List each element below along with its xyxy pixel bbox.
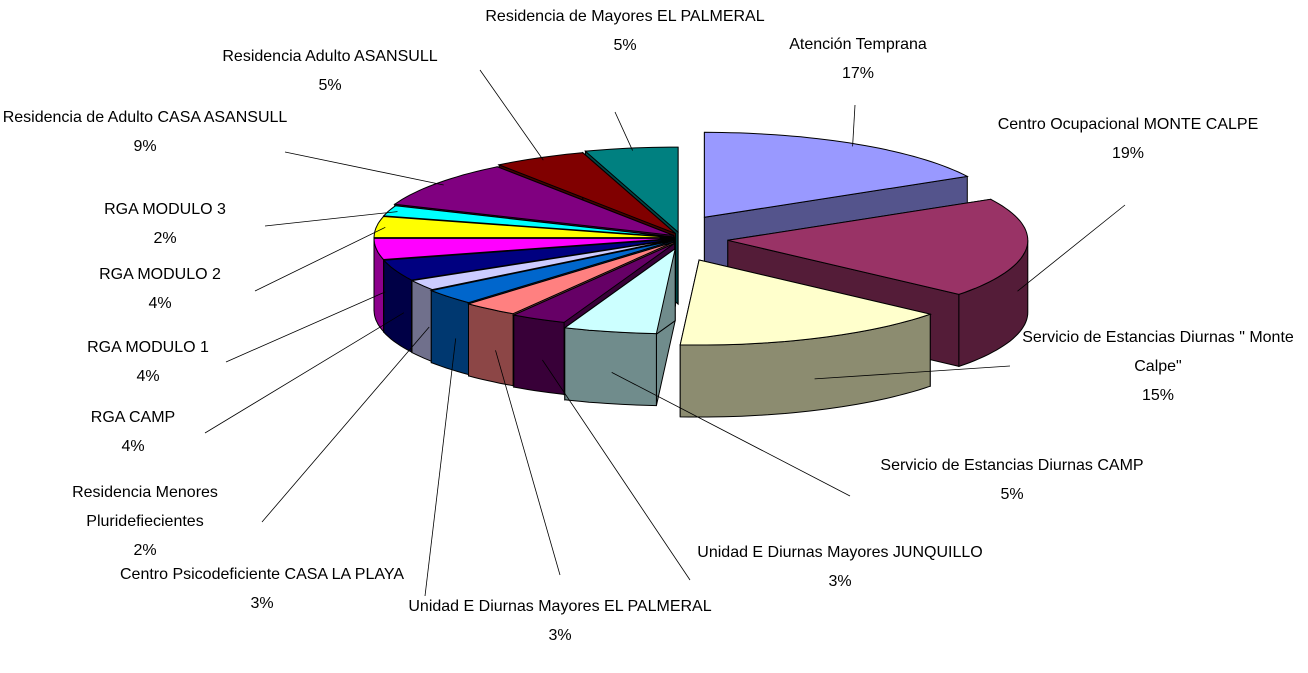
leader-line (852, 104, 856, 147)
percent-label: 4% (136, 368, 160, 385)
slice-wall (564, 327, 657, 407)
slice-label: Centro Ocupacional MONTE CALPE (997, 116, 1259, 133)
slice (382, 205, 675, 238)
leader-line (261, 326, 430, 523)
slice (429, 240, 675, 304)
slice-label: Residencia de Mayores EL PALMERAL (485, 8, 765, 25)
percent-label: 2% (133, 542, 157, 559)
slice-label: RGA MODULO 3 (104, 201, 226, 218)
percent-label: 19% (1111, 145, 1145, 162)
slice-label: Residencia Adulto ASANSULL (222, 48, 438, 65)
slice-wall (468, 303, 514, 387)
leader-line (814, 365, 1011, 380)
percent-label: 9% (133, 138, 157, 155)
slice-label: Centro Psicodeficiente CASA LA PLAYA (119, 566, 404, 583)
leader-line (284, 151, 444, 186)
leader-line (611, 372, 851, 497)
percent-label: 4% (148, 295, 172, 312)
slice-label: Residencia de Adulto CASA ASANSULL (2, 109, 288, 126)
slice-label: Servicio de Estancias Diurnas " Monte Ca… (1022, 329, 1294, 375)
percent-label: 3% (548, 627, 572, 644)
leader-line (264, 211, 398, 227)
slice-wall (513, 314, 565, 395)
leader-line (254, 226, 386, 292)
percent-label: 17% (841, 65, 875, 82)
slice-label: RGA MODULO 1 (87, 339, 209, 356)
slice-label: RGA CAMP (90, 409, 176, 426)
slice (382, 238, 675, 281)
leader-line (479, 69, 544, 161)
slice (703, 131, 969, 218)
percent-label: 15% (1141, 387, 1175, 404)
leader-line (424, 338, 457, 597)
leader-line (1017, 204, 1126, 292)
slice (410, 239, 676, 291)
percent-label: 5% (318, 77, 342, 94)
slice (727, 198, 1029, 295)
slice (512, 242, 675, 323)
percent-label: 4% (121, 438, 145, 455)
slice-label: Atención Temprana (789, 36, 927, 53)
slice-wall (430, 289, 470, 376)
slice-label: Servicio de Estancias Diurnas CAMP (880, 457, 1144, 474)
percent-label: 2% (153, 230, 177, 247)
leader-line (542, 359, 691, 581)
percent-label: 3% (250, 595, 274, 612)
slice-wall (411, 279, 433, 363)
percent-label: 5% (1000, 486, 1024, 503)
slice (466, 241, 675, 315)
slice-label: Unidad E Diurnas Mayores JUNQUILLO (697, 544, 983, 561)
leader-line (225, 291, 386, 363)
slice (373, 215, 675, 239)
slice-label: Residencia Menores Pluridefiecientes (72, 484, 218, 530)
percent-label: 5% (613, 37, 637, 54)
slice (679, 259, 933, 346)
slice (563, 247, 676, 335)
leader-line (495, 350, 561, 576)
percent-label: 3% (828, 573, 852, 590)
slice (373, 237, 675, 261)
leader-line (204, 312, 405, 434)
slice (497, 152, 676, 234)
slice-label: Unidad E Diurnas Mayores EL PALMERAL (408, 598, 712, 615)
leader-line (614, 111, 633, 151)
slice-label: RGA MODULO 2 (99, 266, 221, 283)
